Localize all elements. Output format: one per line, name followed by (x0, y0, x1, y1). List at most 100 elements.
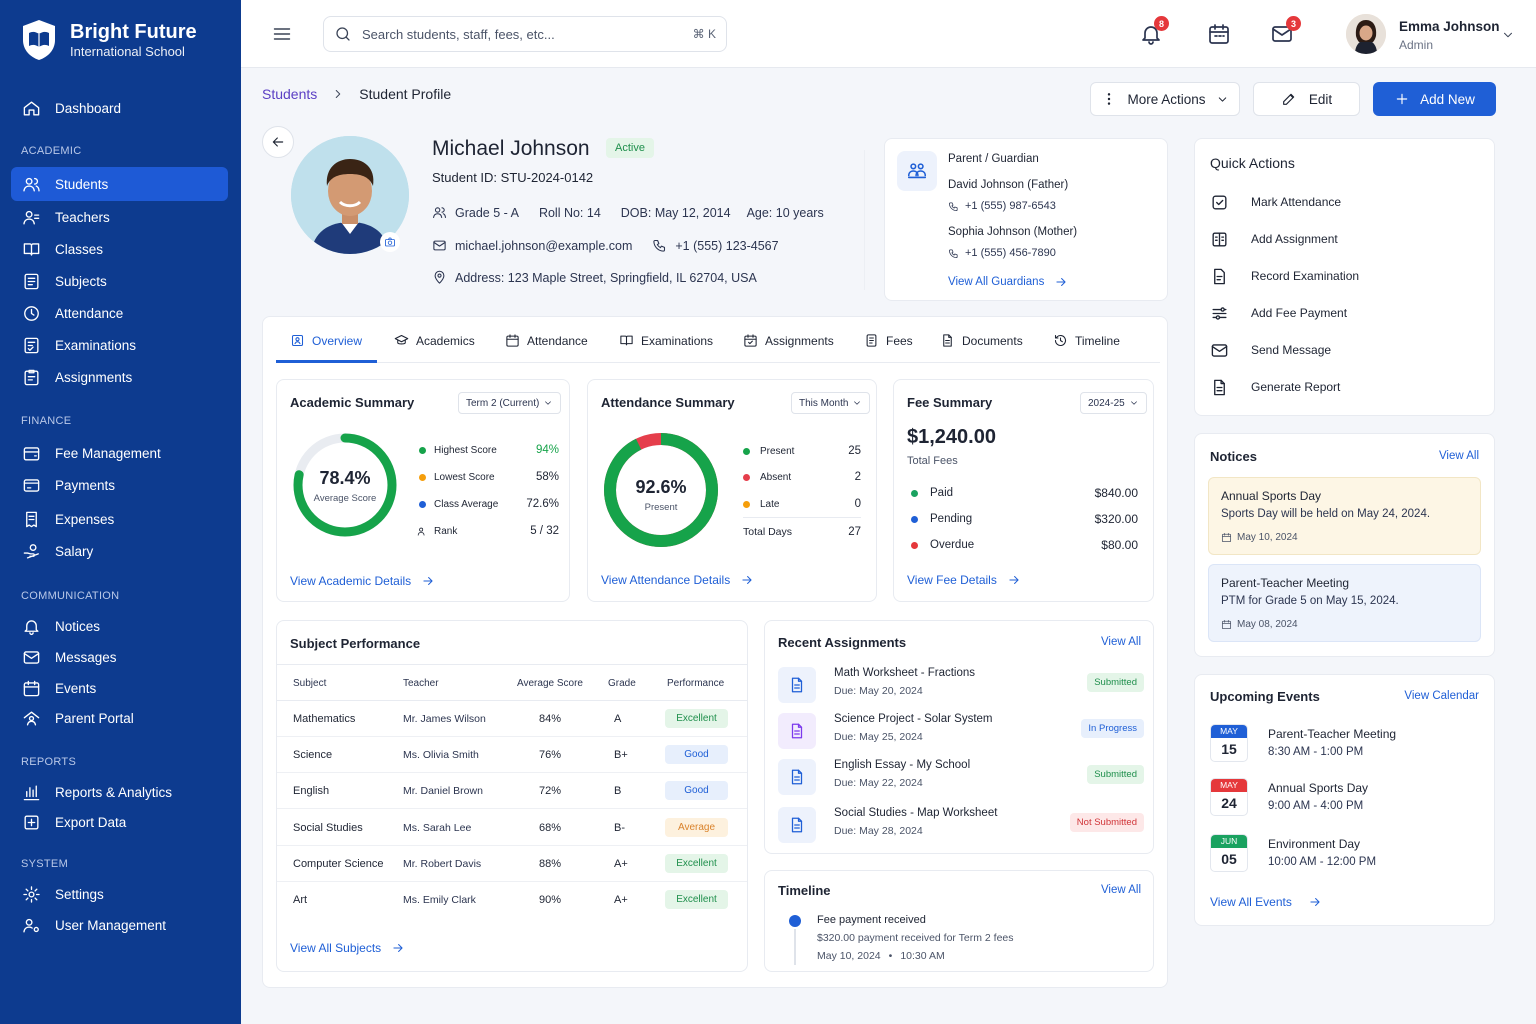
bell-icon[interactable] (1139, 22, 1163, 46)
subject-cell: Social Studies (293, 821, 363, 834)
quick-action-send-message[interactable]: Send Message (1210, 338, 1480, 362)
table-row[interactable]: Science Ms. Olivia Smith 76% B+ Good (277, 737, 747, 774)
brand-subtitle: International School (70, 44, 185, 59)
assignment-item[interactable]: Science Project - Solar System Due: May 2… (778, 711, 1144, 751)
year-select[interactable]: 2024-25 (1080, 392, 1147, 414)
assignment-due: Due: May 28, 2024 (834, 825, 923, 837)
view-all-subjects-link[interactable]: View All Subjects (290, 941, 405, 955)
score-cell: 72% (539, 785, 562, 798)
tab-fees[interactable]: Fees (864, 333, 913, 348)
arrow-left-icon (272, 137, 284, 147)
brand[interactable]: Bright Future International School (20, 18, 197, 62)
nav-settings[interactable]: Settings (11, 877, 228, 911)
table-row[interactable]: English Mr. Daniel Brown 72% B Good (277, 773, 747, 810)
nav-reports-analytics[interactable]: Reports & Analytics (11, 775, 228, 809)
tab-timeline[interactable]: Timeline (1053, 333, 1120, 348)
nav-subjects[interactable]: Subjects (11, 264, 228, 298)
nav-messages[interactable]: Messages (11, 640, 228, 674)
quick-action-mark-attendance[interactable]: Mark Attendance (1210, 190, 1480, 214)
nav-payments[interactable]: Payments (11, 468, 228, 502)
nav-parent-portal[interactable]: Parent Portal (11, 701, 228, 735)
event-item[interactable]: MAY 15 Parent-Teacher Meeting 8:30 AM - 1:0… (1210, 724, 1480, 764)
mother-phone: +1 (555) 456-7890 (965, 247, 1056, 259)
tab-overview[interactable]: Overview (290, 333, 362, 348)
teacher-cell: Mr. Robert Davis (403, 857, 482, 870)
nav-events[interactable]: Events (11, 671, 228, 705)
row-value: 5 / 32 (530, 525, 559, 537)
assignment-item[interactable]: English Essay - My School Due: May 22, 20… (778, 757, 1144, 797)
search-shortcut: ⌘ K (692, 27, 716, 41)
view-all-guardians-link[interactable]: View All Guardians (948, 275, 1068, 289)
receipt-icon (866, 334, 877, 347)
quick-action-record-examination[interactable]: Record Examination (1210, 264, 1480, 288)
row-label: Late (760, 498, 780, 510)
nav-teachers[interactable]: Teachers (11, 200, 228, 234)
tab-documents[interactable]: Documents (940, 333, 1023, 348)
late-row: Late 0 (743, 498, 861, 510)
more-actions-button[interactable]: More Actions (1090, 82, 1240, 116)
notices-view-all-link[interactable]: View All (1438, 450, 1479, 462)
nav-notices[interactable]: Notices (11, 609, 228, 643)
nav-salary[interactable]: Salary (11, 534, 228, 568)
table-row[interactable]: Computer Science Mr. Robert Davis 88% A+ Exc… (277, 846, 747, 882)
pencil-icon (1282, 93, 1295, 105)
table-row[interactable]: Social Studies Ms. Sarah Lee 68% B- Average (277, 810, 747, 846)
tab-attendance[interactable]: Attendance (505, 333, 588, 348)
calendar-icon[interactable] (1207, 22, 1231, 46)
event-item[interactable]: JUN 05 Environment Day 10:00 AM - 12:00 PM (1210, 834, 1480, 874)
term-select[interactable]: Term 2 (Current) (458, 392, 562, 414)
event-date-badge: MAY 24 (1210, 778, 1248, 816)
school-logo-icon (23, 20, 55, 60)
assignment-item[interactable]: Social Studies - Map Worksheet Due: May 2… (778, 805, 1144, 845)
search-input[interactable]: Search students, staff, fees, etc... ⌘ K (323, 16, 727, 52)
user-avatar[interactable] (1346, 14, 1386, 54)
nav-assignments[interactable]: Assignments (11, 360, 228, 394)
notice-item[interactable]: Annual Sports Day Sports Day will be hel… (1208, 477, 1481, 555)
menu-icon[interactable] (271, 24, 293, 44)
quick-action-add-fee-payment[interactable]: Add Fee Payment (1210, 301, 1480, 325)
breadcrumb-students[interactable]: Students (262, 86, 318, 102)
view-fee-details-link[interactable]: View Fee Details (907, 573, 1021, 587)
edit-button[interactable]: Edit (1253, 82, 1360, 116)
green-dot (743, 447, 750, 455)
event-item[interactable]: MAY 24 Annual Sports Day 9:00 AM - 4:00 PM (1210, 778, 1480, 818)
assignment-icon-box (778, 667, 816, 703)
attendance-summary-title: Attendance Summary (601, 395, 735, 410)
add-new-button[interactable]: Add New (1373, 82, 1496, 116)
view-attendance-details-link[interactable]: View Attendance Details (601, 573, 754, 587)
nav-user-management[interactable]: User Management (11, 908, 228, 942)
teacher-cell: Ms. Sarah Lee (403, 821, 472, 834)
nav-classes[interactable]: Classes (11, 232, 228, 266)
notice-item[interactable]: Parent-Teacher Meeting PTM for Grade 5 o… (1208, 564, 1481, 642)
table-row[interactable]: Art Ms. Emily Clark 90% A+ Excellent (277, 882, 747, 918)
quick-action-add-assignment[interactable]: Add Assignment (1210, 227, 1480, 251)
change-photo-button[interactable] (380, 232, 400, 252)
nav-dashboard[interactable]: Dashboard (11, 91, 228, 125)
nav-label: Fee Management (55, 445, 161, 461)
nav-examinations[interactable]: Examinations (11, 328, 228, 362)
tab-academics[interactable]: Academics (394, 333, 475, 348)
month-select[interactable]: This Month (791, 392, 871, 414)
nav-export-data[interactable]: Export Data (11, 805, 228, 839)
nav-attendance[interactable]: Attendance (11, 296, 228, 330)
overview-icon (291, 334, 304, 347)
quick-action-generate-report[interactable]: Generate Report (1210, 375, 1480, 399)
nav-expenses[interactable]: Expenses (11, 502, 228, 536)
nav-fee-management[interactable]: Fee Management (11, 436, 228, 470)
tab-examinations[interactable]: Examinations (619, 333, 713, 348)
view-calendar-link[interactable]: View Calendar (1404, 690, 1479, 702)
nav-students[interactable]: Students (11, 167, 228, 201)
view-all-events-link[interactable]: View All Events (1210, 895, 1322, 909)
user-name[interactable]: Emma Johnson (1399, 19, 1500, 34)
tab-assignments[interactable]: Assignments (743, 333, 834, 348)
mail-icon[interactable] (1270, 22, 1294, 46)
student-email[interactable]: michael.johnson@example.com (455, 238, 633, 253)
assignments-view-all-link[interactable]: View All (1100, 636, 1141, 648)
back-button[interactable] (262, 126, 294, 158)
timeline-view-all-link[interactable]: View All (1100, 884, 1141, 896)
fee-summary-card: Fee Summary 2024-25 $1,240.00 Total Fees… (893, 379, 1154, 602)
assignment-item[interactable]: Math Worksheet - Fractions Due: May 20, 2… (778, 665, 1144, 705)
table-row[interactable]: Mathematics Mr. James Wilson 84% A Excellent (277, 701, 747, 737)
view-academic-details-link[interactable]: View Academic Details (290, 574, 435, 588)
chevron-down-icon[interactable] (1501, 28, 1515, 42)
